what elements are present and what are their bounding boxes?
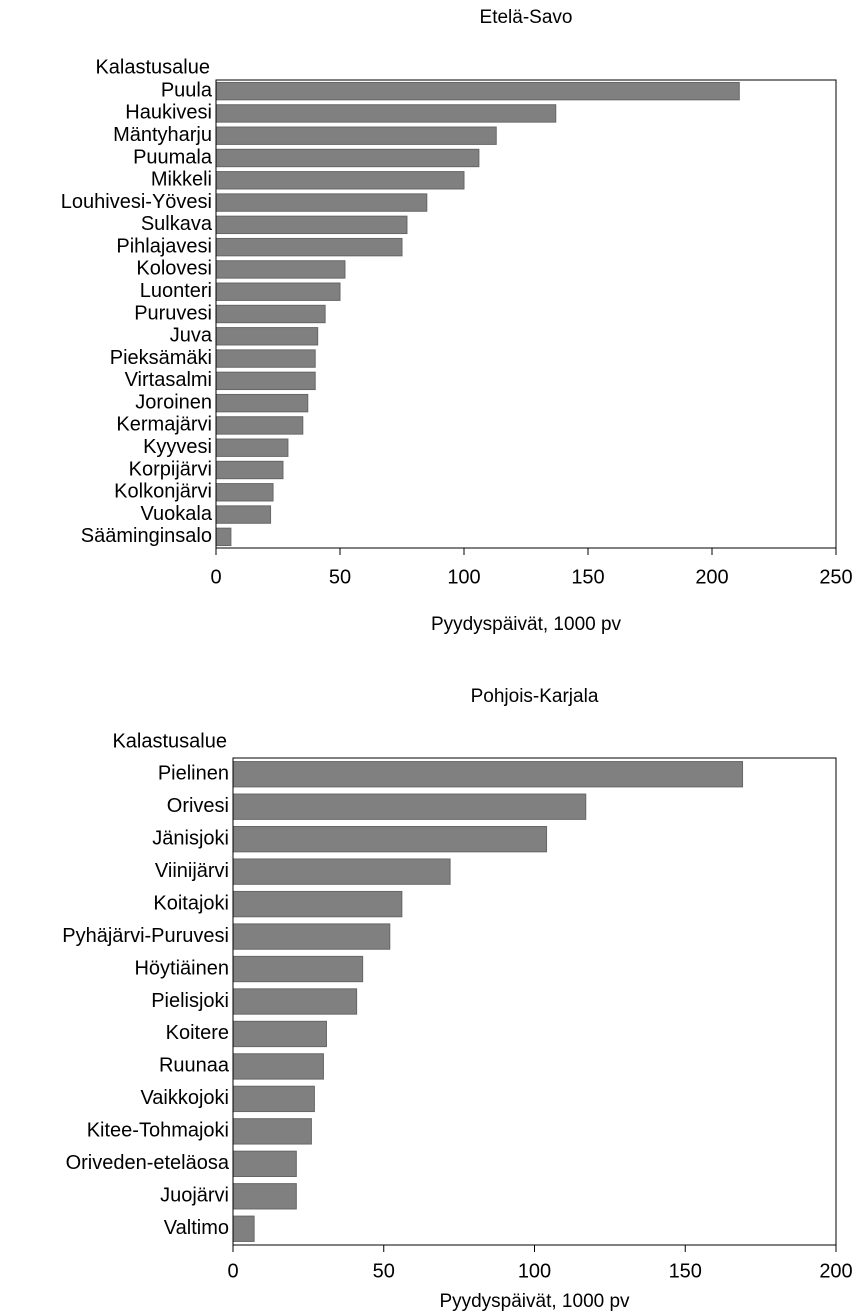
bar bbox=[215, 282, 341, 301]
y-tick-label: Joroinen bbox=[135, 391, 212, 413]
bar bbox=[232, 1020, 327, 1048]
bar bbox=[232, 890, 403, 918]
bar bbox=[215, 416, 304, 435]
y-tick-label: Puula bbox=[161, 79, 213, 101]
x-tick-label: 150 bbox=[669, 1260, 702, 1282]
y-tick-label: Pieksämäki bbox=[110, 347, 212, 369]
bar bbox=[215, 193, 428, 212]
bar bbox=[232, 1053, 324, 1080]
bar bbox=[232, 1215, 255, 1242]
bar bbox=[215, 126, 497, 145]
bar bbox=[215, 460, 284, 480]
bar bbox=[232, 1085, 315, 1113]
y-tick-label: Juojärvi bbox=[160, 1185, 229, 1207]
y-tick-label: Sääminginsalo bbox=[81, 525, 212, 547]
y-tick-label: Koitajoki bbox=[153, 892, 229, 914]
bar bbox=[215, 393, 309, 413]
x-tick-label: 100 bbox=[518, 1260, 551, 1282]
x-tick-label: 150 bbox=[571, 566, 604, 588]
bar bbox=[215, 371, 316, 391]
y-axis-label: Kalastusalue bbox=[95, 56, 210, 78]
bar bbox=[232, 761, 744, 788]
x-axis-label: Pyydyspäivät, 1000 pv bbox=[431, 614, 622, 635]
y-tick-label: Orivesi bbox=[167, 795, 229, 817]
x-tick-label: 200 bbox=[695, 566, 728, 588]
bar bbox=[232, 858, 451, 885]
bar bbox=[232, 826, 548, 853]
bar bbox=[215, 215, 408, 235]
x-tick-label: 50 bbox=[373, 1260, 395, 1282]
bar bbox=[232, 1118, 312, 1145]
y-tick-label: Valtimo bbox=[164, 1217, 229, 1239]
bar bbox=[215, 260, 346, 279]
y-tick-label: Mäntyharju bbox=[113, 124, 212, 146]
bar bbox=[232, 1183, 297, 1210]
y-tick-label: Luonteri bbox=[140, 280, 212, 302]
x-tick-label: 50 bbox=[329, 566, 351, 588]
bar bbox=[232, 955, 364, 983]
bar bbox=[215, 527, 232, 547]
y-tick-label: Viinijärvi bbox=[155, 860, 229, 882]
x-tick-label: 250 bbox=[819, 566, 852, 588]
bar bbox=[215, 349, 316, 368]
bar bbox=[215, 104, 557, 123]
y-tick-label: Puruvesi bbox=[134, 302, 212, 324]
y-tick-label: Höytiäinen bbox=[134, 957, 229, 979]
bar bbox=[215, 483, 274, 502]
y-tick-label: Kitee-Tohmajoki bbox=[87, 1120, 229, 1142]
x-tick-label: 100 bbox=[447, 566, 480, 588]
bar bbox=[215, 171, 465, 190]
bar bbox=[215, 81, 740, 101]
y-tick-label: Koitere bbox=[166, 1022, 229, 1044]
y-tick-label: Ruunaa bbox=[159, 1055, 230, 1077]
bar bbox=[232, 988, 358, 1015]
y-tick-label: Vaikkojoki bbox=[140, 1087, 229, 1109]
bar bbox=[215, 148, 480, 168]
y-tick-label: Mikkeli bbox=[151, 169, 212, 191]
y-tick-label: Haukivesi bbox=[125, 102, 212, 124]
y-tick-label: Kolkonjärvi bbox=[114, 481, 212, 503]
y-tick-label: Pielinen bbox=[158, 763, 229, 785]
x-axis-label: Pyydyspäivät, 1000 pv bbox=[439, 1291, 630, 1312]
y-axis-label: Kalastusalue bbox=[112, 730, 227, 752]
y-tick-label: Korpijärvi bbox=[129, 458, 212, 480]
x-tick-label: 0 bbox=[227, 1260, 238, 1282]
y-tick-label: Kolovesi bbox=[136, 258, 212, 280]
chart-title: Pohjois-Karjala bbox=[471, 686, 599, 707]
bar bbox=[215, 327, 319, 346]
y-tick-label: Oriveden-eteläosa bbox=[66, 1152, 230, 1174]
bar bbox=[215, 304, 326, 324]
y-tick-label: Pyhäjärvi-Puruvesi bbox=[62, 925, 229, 947]
y-tick-label: Virtasalmi bbox=[125, 369, 212, 391]
bar bbox=[232, 793, 587, 820]
y-tick-label: Pielisjoki bbox=[151, 990, 229, 1012]
chart-title: Etelä-Savo bbox=[480, 7, 573, 28]
bar bbox=[215, 237, 403, 257]
bar bbox=[232, 923, 391, 950]
bar bbox=[215, 505, 272, 524]
y-tick-label: Kermajärvi bbox=[116, 414, 212, 436]
y-tick-label: Sulkava bbox=[141, 213, 213, 235]
plot-frame bbox=[215, 79, 837, 549]
y-tick-label: Louhivesi-Yövesi bbox=[61, 191, 212, 213]
bar bbox=[232, 1150, 297, 1177]
y-tick-label: Puumala bbox=[133, 146, 213, 168]
y-tick-label: Vuokala bbox=[140, 503, 212, 525]
bar bbox=[215, 438, 289, 457]
y-tick-label: Pihlajavesi bbox=[116, 235, 212, 257]
x-tick-label: 0 bbox=[210, 566, 221, 588]
y-tick-label: Juva bbox=[170, 325, 213, 347]
y-tick-label: Kyyvesi bbox=[143, 436, 212, 458]
y-tick-label: Jänisjoki bbox=[152, 827, 229, 849]
x-tick-label: 200 bbox=[819, 1260, 852, 1282]
plot-frame bbox=[232, 757, 837, 1246]
